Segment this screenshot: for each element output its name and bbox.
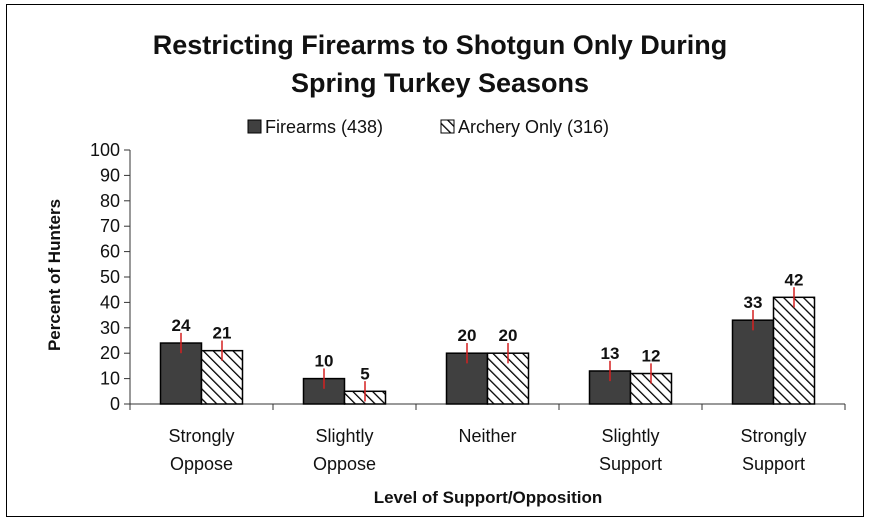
data-label-firearms: 33 [744,293,763,312]
x-category-label: Slightly [315,426,373,446]
chart-title-line-1: Restricting Firearms to Shotgun Only Dur… [153,30,728,60]
legend: Firearms (438) Archery Only (316) [247,117,609,137]
y-tick-label: 20 [100,343,120,363]
x-category-label: Oppose [313,454,376,474]
y-tick-label: 70 [100,216,120,236]
plot-area [159,296,816,405]
legend-label-archery: Archery Only (316) [458,117,609,137]
chart-title-line-2: Spring Turkey Seasons [291,68,589,98]
y-tick-label: 60 [100,242,120,262]
data-labels: 24 21 10 5 20 20 13 12 33 42 [172,270,804,383]
y-tick-label: 100 [90,140,120,160]
data-label-archery: 12 [642,347,661,366]
x-category-label: Strongly [168,426,234,446]
y-axis: 0 10 20 30 40 50 60 70 80 90 100 [90,140,131,414]
data-label-firearms: 10 [315,352,334,371]
y-tick-label: 40 [100,292,120,312]
y-tick-label: 50 [100,267,120,287]
data-label-archery: 42 [785,270,804,289]
data-label-firearms: 13 [601,344,620,363]
y-tick-label: 90 [100,165,120,185]
x-category-label: Support [599,454,662,474]
x-axis: Strongly Oppose Slightly Oppose Neither Sligh… [129,403,846,474]
y-tick-label: 10 [100,369,120,389]
data-label-archery: 20 [499,326,518,345]
x-axis-title: Level of Support/Opposition [374,488,603,507]
bar-firearms [731,319,775,405]
y-tick-label: 80 [100,191,120,211]
x-category-label: Neither [458,426,516,446]
y-tick-label: 30 [100,318,120,338]
data-label-firearms: 24 [172,316,191,335]
legend-label-firearms: Firearms (438) [265,117,383,137]
x-category-label: Strongly [740,426,806,446]
x-category-label: Slightly [601,426,659,446]
legend-swatch-firearms [247,119,262,134]
data-label-firearms: 20 [458,326,477,345]
chart-frame [6,4,864,517]
error-bars [180,287,795,402]
bar-archery [772,296,816,405]
x-category-label: Support [742,454,805,474]
y-tick-label: 0 [110,394,120,414]
data-label-archery: 21 [213,324,232,343]
y-axis-title: Percent of Hunters [45,199,64,351]
legend-swatch-archery [440,119,455,134]
data-label-archery: 5 [360,364,369,383]
x-category-label: Oppose [170,454,233,474]
